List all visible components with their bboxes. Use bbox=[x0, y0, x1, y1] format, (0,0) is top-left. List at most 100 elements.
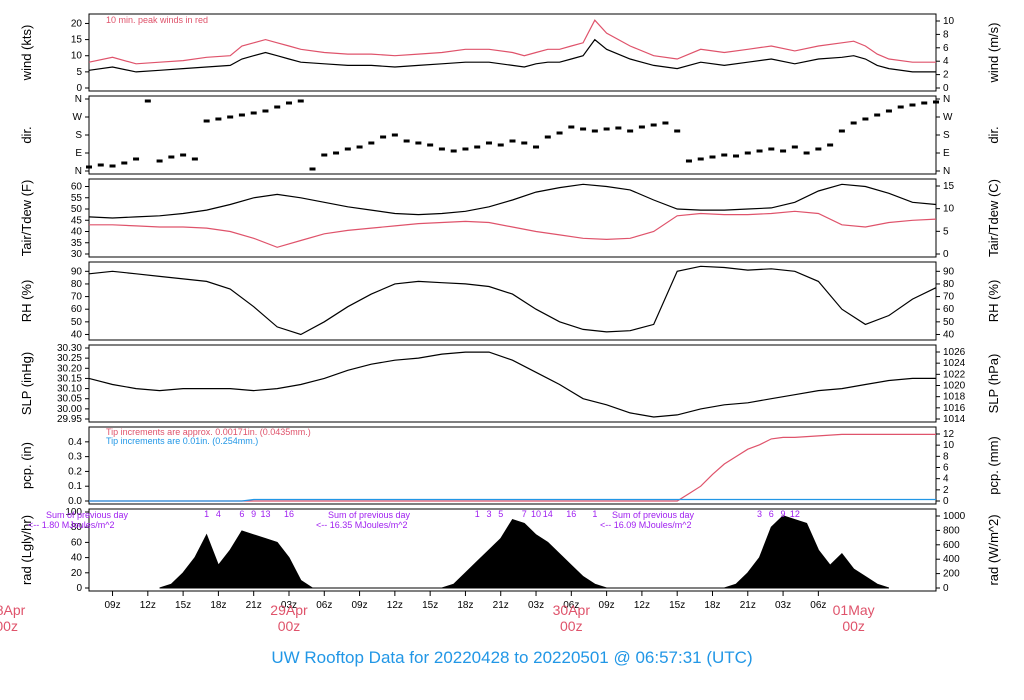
day-label-time: 00z bbox=[278, 618, 301, 634]
y-tick-label-right: 200 bbox=[943, 569, 960, 580]
radiation-marker: 1 bbox=[592, 509, 597, 519]
annotation: Sum of previous day bbox=[612, 510, 695, 520]
data-point bbox=[803, 151, 810, 155]
data-point bbox=[133, 157, 140, 161]
radiation-marker: 9 bbox=[781, 509, 786, 519]
day-label: 01May bbox=[833, 602, 875, 618]
data-point bbox=[427, 143, 434, 147]
data-point bbox=[533, 145, 540, 149]
data-point bbox=[933, 100, 939, 104]
series-line bbox=[88, 19, 936, 65]
y-tick-label: 35 bbox=[71, 238, 83, 249]
panel-frame bbox=[88, 13, 937, 92]
y-tick-label: E bbox=[75, 148, 82, 159]
data-point bbox=[415, 141, 422, 145]
y-tick-label-right: 0 bbox=[943, 83, 949, 94]
panel-pressure: 29.9530.0030.0530.1030.1530.2030.2530.30… bbox=[19, 343, 1001, 425]
y-tick-label: 90 bbox=[71, 266, 83, 277]
series-line bbox=[88, 265, 937, 336]
x-tick-label: 09z bbox=[352, 600, 368, 611]
x-tick-label: 12z bbox=[140, 600, 156, 611]
data-point bbox=[274, 105, 281, 109]
data-point bbox=[909, 103, 916, 107]
y-tick-label: 30.15 bbox=[57, 373, 82, 384]
annotation: <-- 16.09 MJoules/m^2 bbox=[600, 520, 692, 530]
x-tick-label: 21z bbox=[493, 600, 509, 611]
day-label: 28Apr bbox=[0, 602, 26, 618]
annotation: <-- 1.80 MJoules/m^2 bbox=[28, 520, 115, 530]
data-point bbox=[897, 105, 904, 109]
x-tick-label: 03z bbox=[528, 600, 544, 611]
data-point bbox=[450, 149, 457, 153]
data-point bbox=[674, 129, 681, 133]
day-label-time: 00z bbox=[842, 618, 865, 634]
radiation-marker: 6 bbox=[239, 509, 244, 519]
data-point bbox=[791, 145, 798, 149]
y-tick-label-right: 4 bbox=[943, 474, 949, 485]
annotation: Sum of previous day bbox=[328, 510, 411, 520]
y-axis-label-right: dir. bbox=[986, 126, 1001, 143]
data-point bbox=[638, 125, 645, 129]
data-point bbox=[697, 157, 704, 161]
series-line bbox=[89, 498, 936, 502]
data-point bbox=[780, 149, 787, 153]
series-area bbox=[159, 515, 890, 589]
data-point bbox=[438, 147, 445, 151]
y-tick-label: 40 bbox=[71, 553, 83, 564]
x-tick-label: 09z bbox=[599, 600, 615, 611]
data-point bbox=[591, 129, 598, 133]
y-tick-label-right: 10 bbox=[943, 16, 955, 27]
y-tick-label-right: 0 bbox=[943, 249, 949, 260]
radiation-marker: 16 bbox=[566, 509, 576, 519]
data-point bbox=[509, 139, 516, 143]
y-tick-label-right: 50 bbox=[943, 317, 955, 328]
x-tick-label: 09z bbox=[104, 600, 120, 611]
y-tick-label: 0 bbox=[76, 583, 82, 594]
y-tick-label: 50 bbox=[71, 204, 83, 215]
data-point bbox=[227, 115, 234, 119]
data-point bbox=[709, 155, 716, 159]
y-tick-label: 30 bbox=[71, 249, 83, 260]
y-axis-label-right: RH (%) bbox=[986, 280, 1001, 323]
x-tick-label: 12z bbox=[634, 600, 650, 611]
x-tick-label: 12z bbox=[387, 600, 403, 611]
y-tick-label-right: 10 bbox=[943, 204, 955, 215]
data-point bbox=[309, 167, 316, 171]
y-tick-label: 10 bbox=[71, 51, 83, 62]
radiation-marker: 7 bbox=[522, 509, 527, 519]
annotation: 10 min. peak winds in red bbox=[106, 15, 208, 25]
data-point bbox=[615, 126, 622, 130]
data-point bbox=[344, 147, 351, 151]
y-tick-label-right: 1014 bbox=[943, 414, 966, 425]
data-point bbox=[238, 113, 245, 117]
y-tick-label: 30.25 bbox=[57, 353, 82, 364]
y-axis-label-right: pcp. (mm) bbox=[986, 436, 1001, 495]
day-label-time: 00z bbox=[560, 618, 583, 634]
day-label: 29Apr bbox=[270, 602, 308, 618]
data-point bbox=[556, 131, 563, 135]
data-point bbox=[827, 143, 834, 147]
y-tick-label-right: 800 bbox=[943, 525, 960, 536]
data-point bbox=[356, 145, 363, 149]
data-point bbox=[109, 164, 116, 168]
y-tick-label: 70 bbox=[71, 292, 83, 303]
y-axis-label: dir. bbox=[19, 126, 34, 143]
radiation-marker: 6 bbox=[769, 509, 774, 519]
y-tick-label-right: 15 bbox=[943, 181, 955, 192]
y-tick-label-right: 0 bbox=[943, 496, 949, 507]
series-line bbox=[88, 38, 936, 73]
y-tick-label: 30.00 bbox=[57, 404, 82, 415]
y-tick-label: 80 bbox=[71, 279, 83, 290]
y-tick-label-right: 400 bbox=[943, 554, 960, 565]
data-point bbox=[733, 154, 740, 158]
data-point bbox=[756, 149, 763, 153]
data-point bbox=[156, 159, 163, 163]
y-tick-label: S bbox=[75, 130, 82, 141]
y-tick-label: 0.1 bbox=[68, 481, 82, 492]
y-tick-label-right: E bbox=[943, 148, 950, 159]
y-tick-label-right: 1018 bbox=[943, 392, 966, 403]
y-tick-label-right: 2 bbox=[943, 485, 949, 496]
annotation: Sum of previous day bbox=[46, 510, 129, 520]
y-tick-label: 29.95 bbox=[57, 414, 82, 425]
